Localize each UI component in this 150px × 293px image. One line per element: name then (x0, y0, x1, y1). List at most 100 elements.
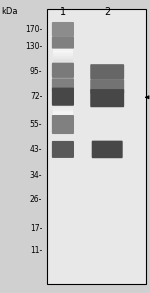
FancyBboxPatch shape (52, 22, 74, 37)
Bar (53, 102, 73, 104)
Bar (53, 66, 73, 68)
Bar (53, 90, 73, 92)
Bar (53, 87, 73, 89)
Bar (53, 60, 73, 62)
Text: 11-: 11- (30, 246, 42, 255)
FancyBboxPatch shape (52, 63, 74, 78)
Bar (47, 9, 146, 284)
Bar (53, 27, 73, 29)
Bar (53, 74, 73, 76)
FancyBboxPatch shape (52, 36, 74, 49)
Text: 34-: 34- (30, 171, 42, 180)
FancyBboxPatch shape (52, 141, 74, 158)
Bar (53, 99, 73, 101)
Bar (53, 95, 73, 97)
Text: 17-: 17- (30, 224, 42, 233)
Bar (53, 42, 73, 44)
Text: 170-: 170- (25, 25, 42, 34)
Bar (53, 108, 73, 110)
Text: 55-: 55- (30, 120, 42, 129)
Bar (53, 82, 73, 84)
Bar (53, 51, 73, 53)
Text: 72-: 72- (30, 92, 42, 101)
Bar (53, 104, 73, 106)
Bar (53, 80, 73, 82)
Bar (53, 83, 73, 85)
Bar (53, 47, 73, 49)
Text: 95-: 95- (30, 67, 42, 76)
Bar (53, 120, 73, 122)
Bar (53, 25, 73, 28)
Bar (53, 52, 73, 54)
Bar (53, 57, 73, 59)
FancyBboxPatch shape (90, 79, 124, 94)
FancyBboxPatch shape (52, 88, 74, 106)
Bar (53, 54, 73, 56)
Bar (53, 110, 73, 112)
Bar (53, 43, 73, 45)
Bar (53, 100, 73, 102)
Bar (53, 112, 73, 114)
Bar (53, 36, 73, 38)
Bar (53, 106, 73, 108)
Bar (53, 126, 73, 128)
FancyBboxPatch shape (52, 78, 74, 92)
Bar (53, 92, 73, 94)
Bar (53, 123, 73, 125)
Bar (53, 48, 73, 50)
Bar (53, 75, 73, 77)
FancyBboxPatch shape (90, 89, 124, 107)
Bar (53, 69, 73, 71)
Bar (53, 24, 73, 26)
Bar (53, 116, 73, 118)
Text: 26-: 26- (30, 195, 42, 204)
Bar (53, 40, 73, 42)
Bar (53, 103, 73, 105)
Bar (53, 91, 73, 93)
Bar (53, 124, 73, 126)
Bar (53, 35, 73, 37)
Bar (53, 84, 73, 86)
Bar (53, 111, 73, 113)
FancyBboxPatch shape (90, 64, 124, 79)
Bar (53, 32, 73, 34)
Bar (53, 98, 73, 100)
Bar (53, 96, 73, 98)
Bar (53, 94, 73, 96)
Bar (53, 115, 73, 117)
Text: 130-: 130- (25, 42, 42, 51)
Bar (53, 88, 73, 90)
Bar (53, 39, 73, 41)
Bar (53, 119, 73, 121)
Text: 1: 1 (60, 7, 66, 17)
Text: 43-: 43- (30, 145, 42, 154)
Text: 2: 2 (104, 7, 110, 17)
Bar (53, 72, 73, 74)
Bar (53, 50, 73, 52)
Bar (53, 107, 73, 109)
Bar (53, 44, 73, 46)
Bar (53, 30, 73, 32)
Bar (53, 127, 73, 129)
Bar (53, 86, 73, 88)
Bar (53, 79, 73, 81)
Text: kDa: kDa (2, 7, 18, 16)
FancyBboxPatch shape (92, 141, 123, 158)
Bar (53, 45, 73, 47)
Bar (53, 28, 73, 30)
Bar (53, 76, 73, 78)
Bar (53, 114, 73, 116)
Bar (53, 55, 73, 57)
Bar (53, 62, 73, 64)
Bar (53, 122, 73, 124)
Bar (53, 38, 73, 40)
Bar (53, 31, 73, 33)
Bar (53, 78, 73, 80)
Bar (53, 63, 73, 65)
Bar (53, 59, 73, 61)
Bar (53, 67, 73, 69)
FancyBboxPatch shape (52, 115, 74, 134)
Bar (53, 64, 73, 66)
Bar (53, 33, 73, 35)
Bar (53, 23, 73, 25)
